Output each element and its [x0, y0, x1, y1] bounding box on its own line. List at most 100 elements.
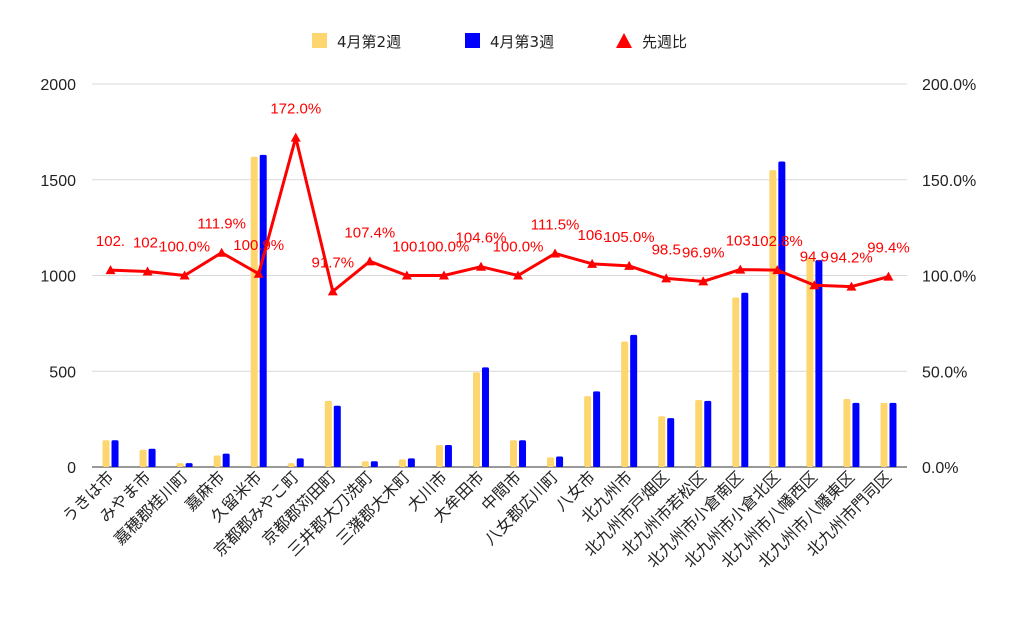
line-point	[327, 286, 338, 296]
bar-series-2	[407, 458, 415, 467]
line-point	[364, 256, 375, 266]
bar-series-1	[324, 400, 332, 467]
bar-series-2	[815, 260, 823, 467]
bar-series-2	[185, 463, 193, 467]
data-label: 106.	[578, 227, 607, 244]
bar-series-1	[435, 444, 443, 467]
legend: 4月第2週 4月第3週 先週比	[312, 33, 687, 51]
bar-series-2	[630, 334, 638, 467]
bar-series-1	[843, 399, 851, 467]
data-label: 111.5%	[531, 216, 580, 233]
legend-swatch-series-1	[312, 33, 327, 48]
y2-tick-label: 50.0%	[922, 364, 967, 381]
bar-series-2	[296, 458, 304, 467]
line-point	[401, 270, 412, 280]
bar-series-1	[880, 402, 888, 467]
bar-series-1	[287, 463, 295, 467]
bar-series-2	[444, 444, 452, 467]
line-point	[253, 268, 264, 278]
line-point	[475, 261, 486, 271]
bar-series-1	[139, 449, 147, 467]
y-tick-label: 0	[67, 460, 76, 477]
data-label: 102.8%	[752, 233, 803, 250]
bar-series-1	[695, 399, 703, 467]
bar-series-1	[250, 156, 258, 467]
data-label: 100.	[392, 239, 421, 256]
data-label: 100.0%	[418, 239, 469, 256]
bar-series-2	[148, 448, 156, 467]
data-label: 91.7%	[312, 254, 355, 271]
data-label: 105.0%	[604, 229, 655, 246]
y-tick-label: 1500	[40, 173, 76, 190]
line-point	[587, 258, 598, 268]
data-label: 100.0%	[159, 239, 210, 256]
ratio-line	[110, 136, 889, 293]
bar-series-2	[778, 161, 786, 467]
bar-series-1	[102, 440, 110, 467]
bar-series-1	[361, 461, 369, 467]
data-label: 94.2%	[830, 250, 873, 267]
bar-series-2	[481, 367, 489, 467]
y2-tick-label: 100.0%	[922, 269, 976, 286]
y-tick-label: 2000	[40, 77, 76, 94]
bar-series-2	[704, 400, 712, 467]
bar-series-2	[519, 440, 527, 467]
line-point	[142, 266, 153, 276]
bars	[102, 154, 897, 468]
bar-series-2	[667, 418, 675, 467]
data-label: 100.0%	[493, 239, 544, 256]
line-point	[846, 281, 857, 291]
line-point	[624, 260, 635, 270]
bar-series-1	[472, 372, 480, 467]
bar-series-2	[741, 292, 749, 467]
bar-series-1	[658, 416, 666, 467]
bar-series-2	[259, 154, 267, 468]
bar-series-1	[213, 455, 221, 467]
data-label: 100.9%	[233, 237, 284, 254]
legend-triangle-marker	[616, 33, 632, 48]
data-label: 111.9%	[197, 216, 246, 233]
bar-series-1	[547, 457, 555, 467]
data-labels: 102. 102.100.0%111.9%100.9%172.0%91.7%107…	[96, 101, 910, 272]
y-tick-label: 500	[49, 364, 76, 381]
line-point	[883, 271, 894, 281]
line-point	[179, 270, 190, 280]
bar-series-1	[806, 258, 814, 467]
bar-series-1	[732, 297, 740, 467]
bar-series-2	[222, 453, 230, 467]
line-point	[105, 265, 116, 275]
bar-series-2	[333, 405, 341, 467]
legend-label-series-2: 4月第3週	[490, 33, 554, 51]
category-labels: うきは市みやま市嘉穂郡桂川町嘉麻市久留米市京都郡みやこ町京都郡苅田町三井郡大刀洗…	[59, 467, 896, 571]
left-axis: 0 500 1000 1500 2000	[40, 77, 76, 477]
bar-series-2	[852, 402, 860, 467]
legend-swatch-series-2	[465, 33, 480, 48]
bar-series-2	[556, 456, 564, 467]
legend-item-series-3: 先週比	[616, 33, 687, 51]
y2-tick-label: 0.0%	[922, 460, 958, 477]
y-tick-label: 1000	[40, 269, 76, 286]
bar-series-1	[621, 341, 629, 467]
data-label: 96.9%	[682, 244, 725, 261]
bar-series-2	[111, 440, 119, 467]
data-label: 107.4%	[344, 224, 395, 241]
data-label: 172.0%	[270, 101, 321, 118]
right-axis: 0.0% 50.0% 100.0% 150.0% 200.0%	[922, 77, 976, 477]
line-point	[438, 270, 449, 280]
data-label: 103.	[726, 233, 755, 250]
line-point	[216, 247, 227, 257]
line-point	[550, 248, 561, 258]
y2-tick-label: 200.0%	[922, 77, 976, 94]
data-label: 94.9	[800, 248, 829, 265]
line-point	[661, 273, 672, 283]
bar-series-1	[769, 170, 777, 468]
legend-label-series-1: 4月第2週	[337, 33, 401, 51]
bar-series-2	[593, 391, 601, 467]
y2-tick-label: 150.0%	[922, 173, 976, 190]
line-point	[772, 265, 783, 275]
data-label: 99.4%	[867, 240, 910, 257]
line-point	[513, 270, 524, 280]
data-label: 98.5	[652, 241, 681, 258]
line-series	[105, 132, 894, 296]
